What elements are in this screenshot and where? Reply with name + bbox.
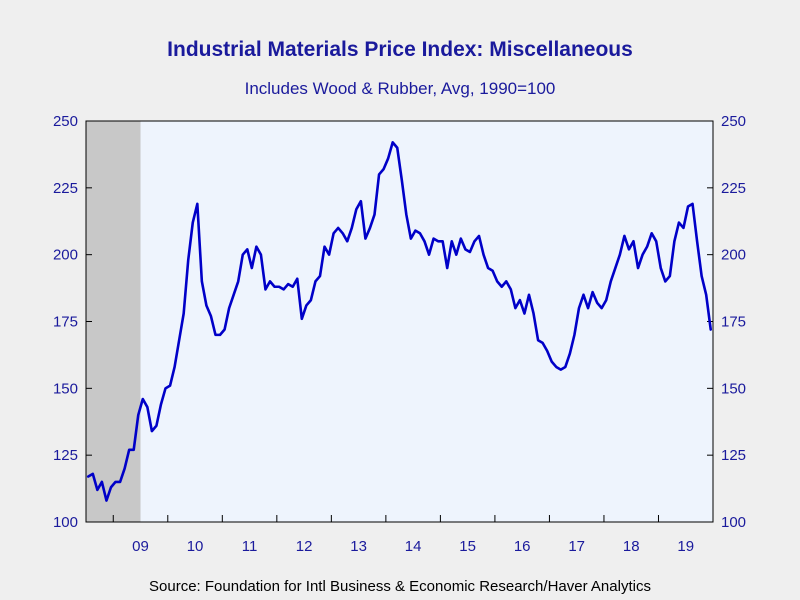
y-tick-label-right: 225 bbox=[721, 180, 746, 197]
y-tick-label-left: 200 bbox=[53, 247, 78, 264]
y-tick-label-left: 225 bbox=[53, 180, 78, 197]
y-tick-label-left: 100 bbox=[53, 514, 78, 531]
plot-frame bbox=[85, 120, 714, 523]
x-tick-label: 18 bbox=[623, 538, 640, 555]
axis-layer: 100 100 125 125 150 150 175 175 200 200 225 225 250 2… bbox=[53, 113, 746, 555]
x-tick-label: 17 bbox=[568, 538, 585, 555]
y-tick-label-right: 100 bbox=[721, 514, 746, 531]
recession-band bbox=[86, 121, 141, 522]
y-tick-label-left: 150 bbox=[53, 380, 78, 397]
plot-area bbox=[86, 121, 713, 522]
x-tick-label: 15 bbox=[459, 538, 476, 555]
x-tick-label: 10 bbox=[187, 538, 204, 555]
y-tick-label-right: 150 bbox=[721, 380, 746, 397]
y-tick-label-right: 200 bbox=[721, 247, 746, 264]
y-tick-label-left: 250 bbox=[53, 113, 78, 130]
x-tick-label: 09 bbox=[132, 538, 149, 555]
series-line bbox=[86, 141, 713, 502]
x-tick-label: 14 bbox=[405, 538, 422, 555]
x-tick-label: 16 bbox=[514, 538, 531, 555]
y-tick-label-left: 175 bbox=[53, 314, 78, 331]
x-tick-label: 19 bbox=[677, 538, 694, 555]
x-tick-label: 11 bbox=[242, 538, 258, 555]
recession-layer bbox=[86, 121, 141, 522]
chart-subtitle: Includes Wood & Rubber, Avg, 1990=100 bbox=[244, 79, 556, 98]
chart-title: Industrial Materials Price Index: Miscel… bbox=[167, 38, 633, 61]
y-tick-label-left: 125 bbox=[53, 447, 78, 464]
y-tick-label-right: 250 bbox=[721, 113, 746, 130]
chart-source: Source: Foundation for Intl Business & E… bbox=[149, 578, 651, 595]
y-tick-label-right: 175 bbox=[721, 314, 746, 331]
x-tick-label: 13 bbox=[350, 538, 367, 555]
y-tick-label-right: 125 bbox=[721, 447, 746, 464]
x-tick-label: 12 bbox=[296, 538, 313, 555]
line-layer bbox=[86, 141, 713, 502]
